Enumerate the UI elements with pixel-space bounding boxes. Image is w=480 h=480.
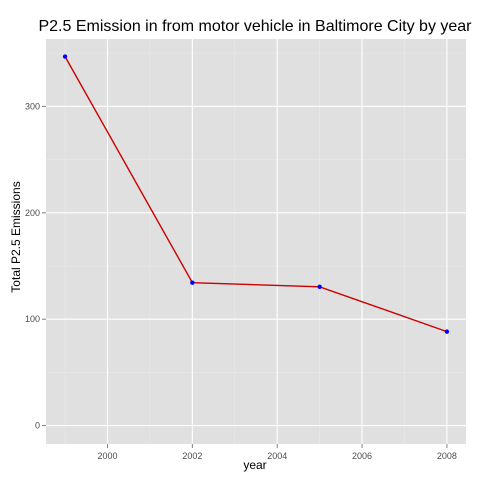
y-tick-label: 0 [35, 421, 40, 431]
chart-title: P2.5 Emission in from motor vehicle in B… [38, 18, 472, 35]
x-axis-title: year [243, 458, 266, 472]
major-gridlines [46, 39, 466, 444]
y-tick-label: 100 [25, 314, 40, 324]
data-point [444, 329, 450, 334]
x-tick-label: 2008 [437, 451, 457, 461]
data-point [62, 54, 68, 59]
x-tick-label: 2000 [97, 451, 117, 461]
y-axis-title: Total P2.5 Emissions [9, 181, 23, 292]
series-layer [64, 56, 448, 333]
series-line [64, 56, 448, 333]
x-tick-label: 2006 [352, 451, 372, 461]
points-layer [62, 54, 450, 334]
y-axis-ticks: 0 100 200 300 [25, 101, 46, 431]
y-tick-label: 200 [25, 208, 40, 218]
x-axis-ticks: 2000 2002 2004 2006 2008 [97, 444, 457, 461]
plot-panel [46, 39, 466, 444]
data-point [190, 280, 195, 285]
x-tick-label: 2002 [182, 451, 202, 461]
data-point [317, 284, 322, 290]
y-tick-label: 300 [25, 101, 40, 111]
x-tick-label: 2004 [267, 451, 287, 461]
